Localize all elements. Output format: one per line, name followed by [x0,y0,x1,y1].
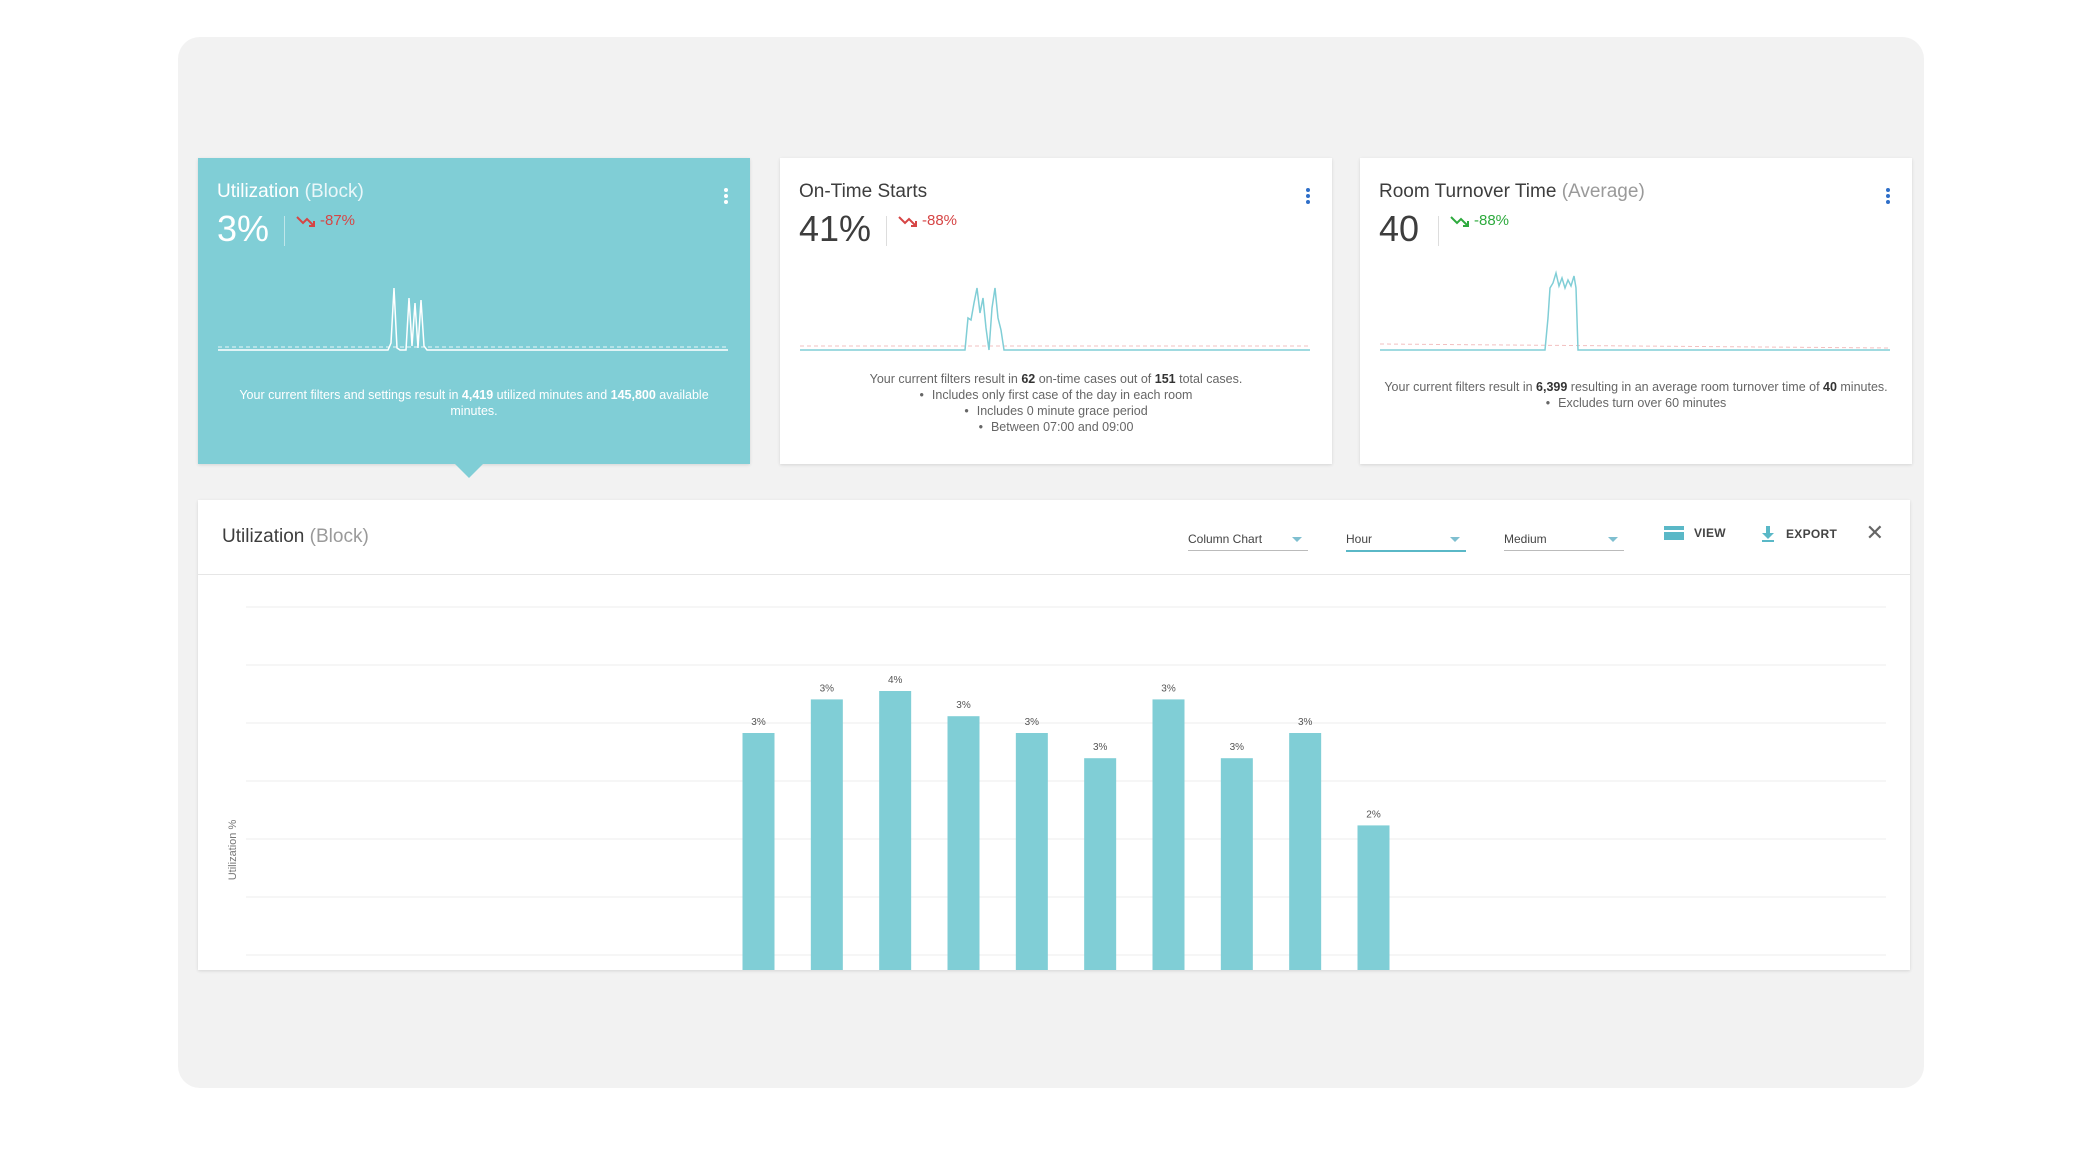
chart-bar[interactable] [947,716,980,970]
bar-data-label: 3% [1230,742,1245,753]
card-title-main: On-Time Starts [799,181,928,202]
trend-down-icon [898,215,917,227]
kpi-card-room-turnover[interactable]: Room Turnover Time (Average) 40 -88% You… [1360,158,1912,464]
chart-bar[interactable] [1084,758,1117,970]
dashboard-frame: Utilization (Block) 3% -87% Your current… [178,37,1924,1088]
kpi-card-utilization[interactable]: Utilization (Block) 3% -87% Your current… [198,158,750,464]
panel-title: Utilization (Block) [222,526,369,548]
card-title: Utilization (Block) [217,181,364,203]
more-options-icon[interactable] [724,188,728,206]
detail-panel: Utilization (Block) Column Chart Hour Me… [198,500,1910,970]
bullet-item: Includes 0 minute grace period [800,403,1312,419]
panel-title-main: Utilization [222,526,305,547]
bar-data-label: 3% [820,683,835,694]
utilization-column-chart: Utilization % 3% 3% 4% 3% 3% 3% 3% 3% 3% 2% [227,606,1886,970]
view-label: VIEW [1694,526,1726,540]
delta-separator [284,216,285,246]
chart-bar[interactable] [1357,825,1390,970]
chart-bar[interactable] [742,733,775,970]
y-axis-label: Utilization % [227,820,239,881]
chevron-down-icon [1292,537,1302,542]
kpi-value: 40 [1379,208,1420,249]
kpi-card-on-time-starts[interactable]: On-Time Starts 41% -88% Your current fil… [780,158,1332,464]
chevron-down-icon [1608,537,1618,542]
bar-data-label: 3% [751,717,766,728]
bar-data-label: 4% [888,675,903,686]
export-button[interactable]: EXPORT [1760,526,1837,542]
more-options-icon[interactable] [1306,188,1310,206]
panel-header: Utilization (Block) Column Chart Hour Me… [198,500,1910,575]
bar-data-label: 2% [1366,809,1381,820]
card-description: Your current filters and settings result… [239,388,709,418]
bullet-item: Between 07:00 and 09:00 [800,419,1312,435]
trend-down-icon [296,215,315,227]
bar-data-label: 3% [1161,683,1176,694]
chart-bar[interactable] [879,691,912,970]
kpi-delta-value: -88% [922,212,958,229]
bullet-item: Includes only first case of the day in e… [800,387,1312,403]
delta-separator [886,216,887,246]
active-card-pointer [455,464,483,478]
chart-bar[interactable] [1289,733,1322,970]
sparkline [1380,270,1890,351]
sparkline [800,287,1310,351]
card-title: On-Time Starts [799,181,927,203]
card-title-sub: (Block) [304,181,364,202]
card-title-main: Utilization [217,181,300,202]
kpi-delta-value: -88% [1474,212,1510,229]
card-title-main: Room Turnover Time [1379,181,1557,202]
interval-value: Hour [1346,532,1373,546]
card-description: Your current filters result in 6,399 res… [1380,379,1892,411]
card-description: Your current filters result in 62 on-tim… [800,371,1312,435]
bar-data-label: 3% [1093,742,1108,753]
chart-bar[interactable] [1152,699,1185,970]
kpi-delta: -88% [898,212,957,229]
bar-data-label: 3% [1298,717,1313,728]
kpi-delta: -88% [1450,212,1509,229]
bullet-item: Excludes turn over 60 minutes [1380,395,1892,411]
chart-type-select[interactable]: Column Chart [1188,524,1308,551]
size-value: Medium [1504,532,1547,546]
chart-bar[interactable] [1220,758,1253,970]
download-icon [1762,526,1774,542]
interval-select[interactable]: Hour [1346,524,1466,552]
card-bullets: Excludes turn over 60 minutes [1380,395,1892,411]
table-view-icon [1664,526,1684,540]
card-title: Room Turnover Time (Average) [1379,181,1645,203]
close-icon[interactable]: ✕ [1865,520,1884,545]
chart-bar[interactable] [810,699,843,970]
export-label: EXPORT [1786,527,1838,541]
trend-down-icon [1450,215,1469,227]
panel-title-sub: (Block) [309,526,369,547]
chevron-down-icon [1450,537,1460,542]
sparkline [218,287,728,351]
size-select[interactable]: Medium [1504,524,1624,551]
kpi-value: 3% [217,208,270,249]
kpi-delta: -87% [296,212,355,229]
card-title-sub: (Average) [1561,181,1645,202]
card-bullets: Includes only first case of the day in e… [800,387,1312,435]
chart-type-value: Column Chart [1188,532,1263,546]
kpi-value: 41% [799,208,872,249]
more-options-icon[interactable] [1886,188,1890,206]
delta-separator [1438,216,1439,246]
bar-data-label: 3% [956,700,971,711]
kpi-delta-value: -87% [320,212,356,229]
view-button[interactable]: VIEW [1664,526,1726,540]
bar-data-label: 3% [1025,717,1040,728]
chart-bar[interactable] [1015,733,1048,970]
